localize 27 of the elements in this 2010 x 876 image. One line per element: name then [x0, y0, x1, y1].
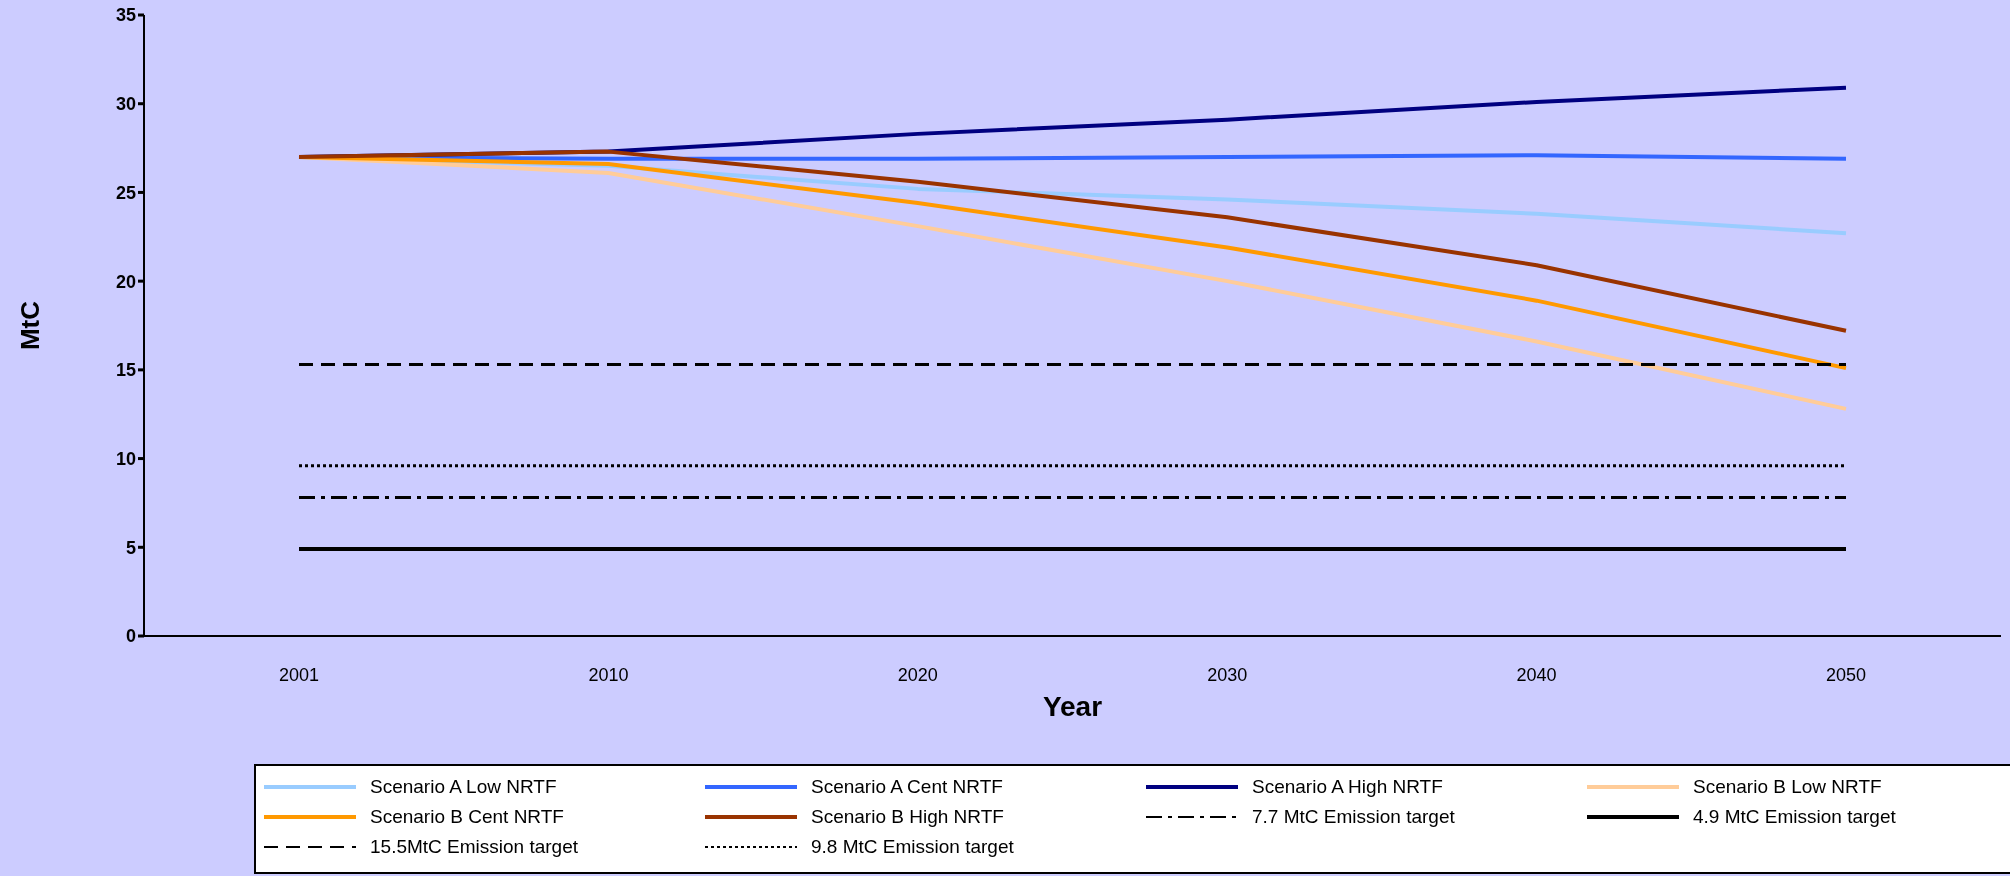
legend-label: Scenario A Low NRTF — [370, 776, 557, 798]
legend-label: Scenario B Cent NRTF — [370, 806, 564, 828]
legend-label: 9.8 MtC Emission target — [811, 836, 1014, 858]
legend-label: Scenario A Cent NRTF — [811, 776, 1003, 798]
x-tick-label: 2040 — [1516, 664, 1557, 685]
x-tick-label: 2001 — [278, 664, 320, 685]
legend-label: 7.7 MtC Emission target — [1252, 806, 1455, 828]
y-tick-label: 5 — [125, 537, 136, 558]
y-tick-label: 25 — [115, 182, 136, 203]
x-tick-label: 2010 — [588, 664, 629, 685]
y-tick-label: 20 — [115, 271, 136, 292]
y-tick-label: 35 — [115, 5, 136, 26]
x-tick-label: 2020 — [897, 664, 938, 685]
legend-label: Scenario A High NRTF — [1252, 776, 1443, 798]
line-series — [297, 149, 1848, 333]
y-tick-label: 15 — [115, 360, 136, 381]
x-axis-title: Year — [1042, 690, 1103, 722]
y-tick-label: 30 — [115, 94, 136, 115]
legend-label: Scenario B Low NRTF — [1693, 776, 1882, 798]
y-axis-title: MtC — [15, 300, 46, 351]
x-tick-label: 2030 — [1207, 664, 1248, 685]
legend-label: 4.9 MtC Emission target — [1693, 806, 1896, 828]
legend-label: Scenario B High NRTF — [811, 806, 1004, 828]
y-tick-label: 0 — [125, 626, 136, 647]
legend-label: 15.5MtC Emission target — [370, 836, 579, 858]
x-tick-label: 2050 — [1825, 664, 1867, 685]
y-tick-label: 10 — [115, 448, 136, 469]
